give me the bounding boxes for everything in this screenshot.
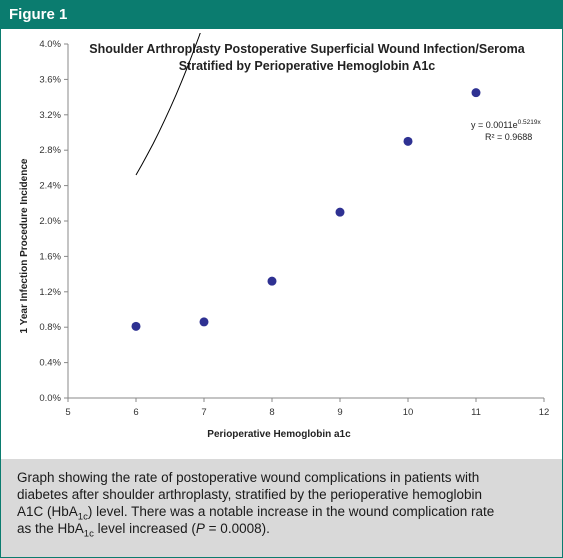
x-tick-label: 11 [471, 407, 481, 418]
x-tick-label: 6 [133, 407, 138, 418]
caption-line-3-sub: 1c [77, 511, 88, 523]
caption-line-4-sub: 1c [83, 528, 94, 540]
chart-title-line-1: Shoulder Arthroplasty Postoperative Supe… [89, 42, 526, 56]
y-axis-label: 1 Year Infection Procedure Incidence [19, 158, 30, 333]
caption-line-4a: as the HbA [17, 521, 84, 536]
caption-line-4b: level increased ( [93, 521, 196, 536]
caption-line-1: Graph showing the rate of postoperative … [17, 470, 480, 485]
trendline-equation-exponent: 0.5219x [518, 119, 542, 126]
y-tick-label: 1.2% [39, 287, 61, 298]
data-point [471, 88, 481, 98]
y-tick-label: 0.8% [39, 322, 61, 333]
trendline [135, 33, 201, 176]
y-tick-label: 0.4% [39, 358, 61, 369]
x-tick-label: 10 [403, 407, 414, 418]
x-tick-label: 7 [201, 407, 206, 418]
caption-p-symbol: P [195, 521, 205, 536]
data-point [403, 136, 413, 146]
figure-caption: Graph showing the rate of postoperative … [1, 459, 562, 557]
y-tick-label: 2.4% [39, 181, 61, 192]
x-tick-label: 9 [337, 407, 342, 418]
y-tick-label: 2.0% [39, 216, 61, 227]
x-tick-label: 12 [539, 407, 550, 418]
y-tick-label: 4.0% [39, 39, 61, 50]
caption-line-4c: = 0.0008). [204, 521, 270, 536]
chart-area: Shoulder Arthroplasty Postoperative Supe… [7, 33, 556, 445]
x-tick-label: 5 [65, 407, 70, 418]
trendline-r2: R² = 0.9688 [485, 132, 532, 142]
y-tick-label: 2.8% [39, 145, 61, 156]
figure-label: Figure 1 [1, 1, 562, 29]
trendline-equation-prefix: y = 0.0011e [471, 120, 518, 130]
y-tick-label: 3.2% [39, 110, 61, 121]
caption-line-2: diabetes after shoulder arthroplasty, st… [17, 487, 483, 502]
y-tick-label: 3.6% [39, 74, 61, 85]
x-tick-label: 8 [269, 407, 274, 418]
y-tick-label: 0.0% [39, 393, 61, 404]
data-point [199, 317, 209, 327]
data-points [131, 88, 481, 331]
chart-tick-labels: 0.0% 0.4% 0.8% 1.2% 1.6% 2.0% 2.4% 2.8% 3.2% 3.6%… [39, 39, 549, 418]
x-axis-label: Perioperative Hemoglobin a1c [207, 429, 351, 440]
data-point [267, 276, 277, 286]
caption-line-3b: ) level. There was a notable increase in… [87, 504, 495, 519]
caption-line-3a: A1C (HbA [17, 504, 78, 519]
data-point [335, 207, 345, 217]
trendline-equation: y = 0.0011e0.5219x [471, 119, 542, 130]
chart-title-line-2: Stratified by Perioperative Hemoglobin A… [179, 59, 436, 73]
y-tick-label: 1.6% [39, 251, 61, 262]
chart-axes [67, 44, 544, 399]
scatter-chart: Shoulder Arthroplasty Postoperative Supe… [19, 33, 549, 440]
data-point [131, 321, 141, 331]
